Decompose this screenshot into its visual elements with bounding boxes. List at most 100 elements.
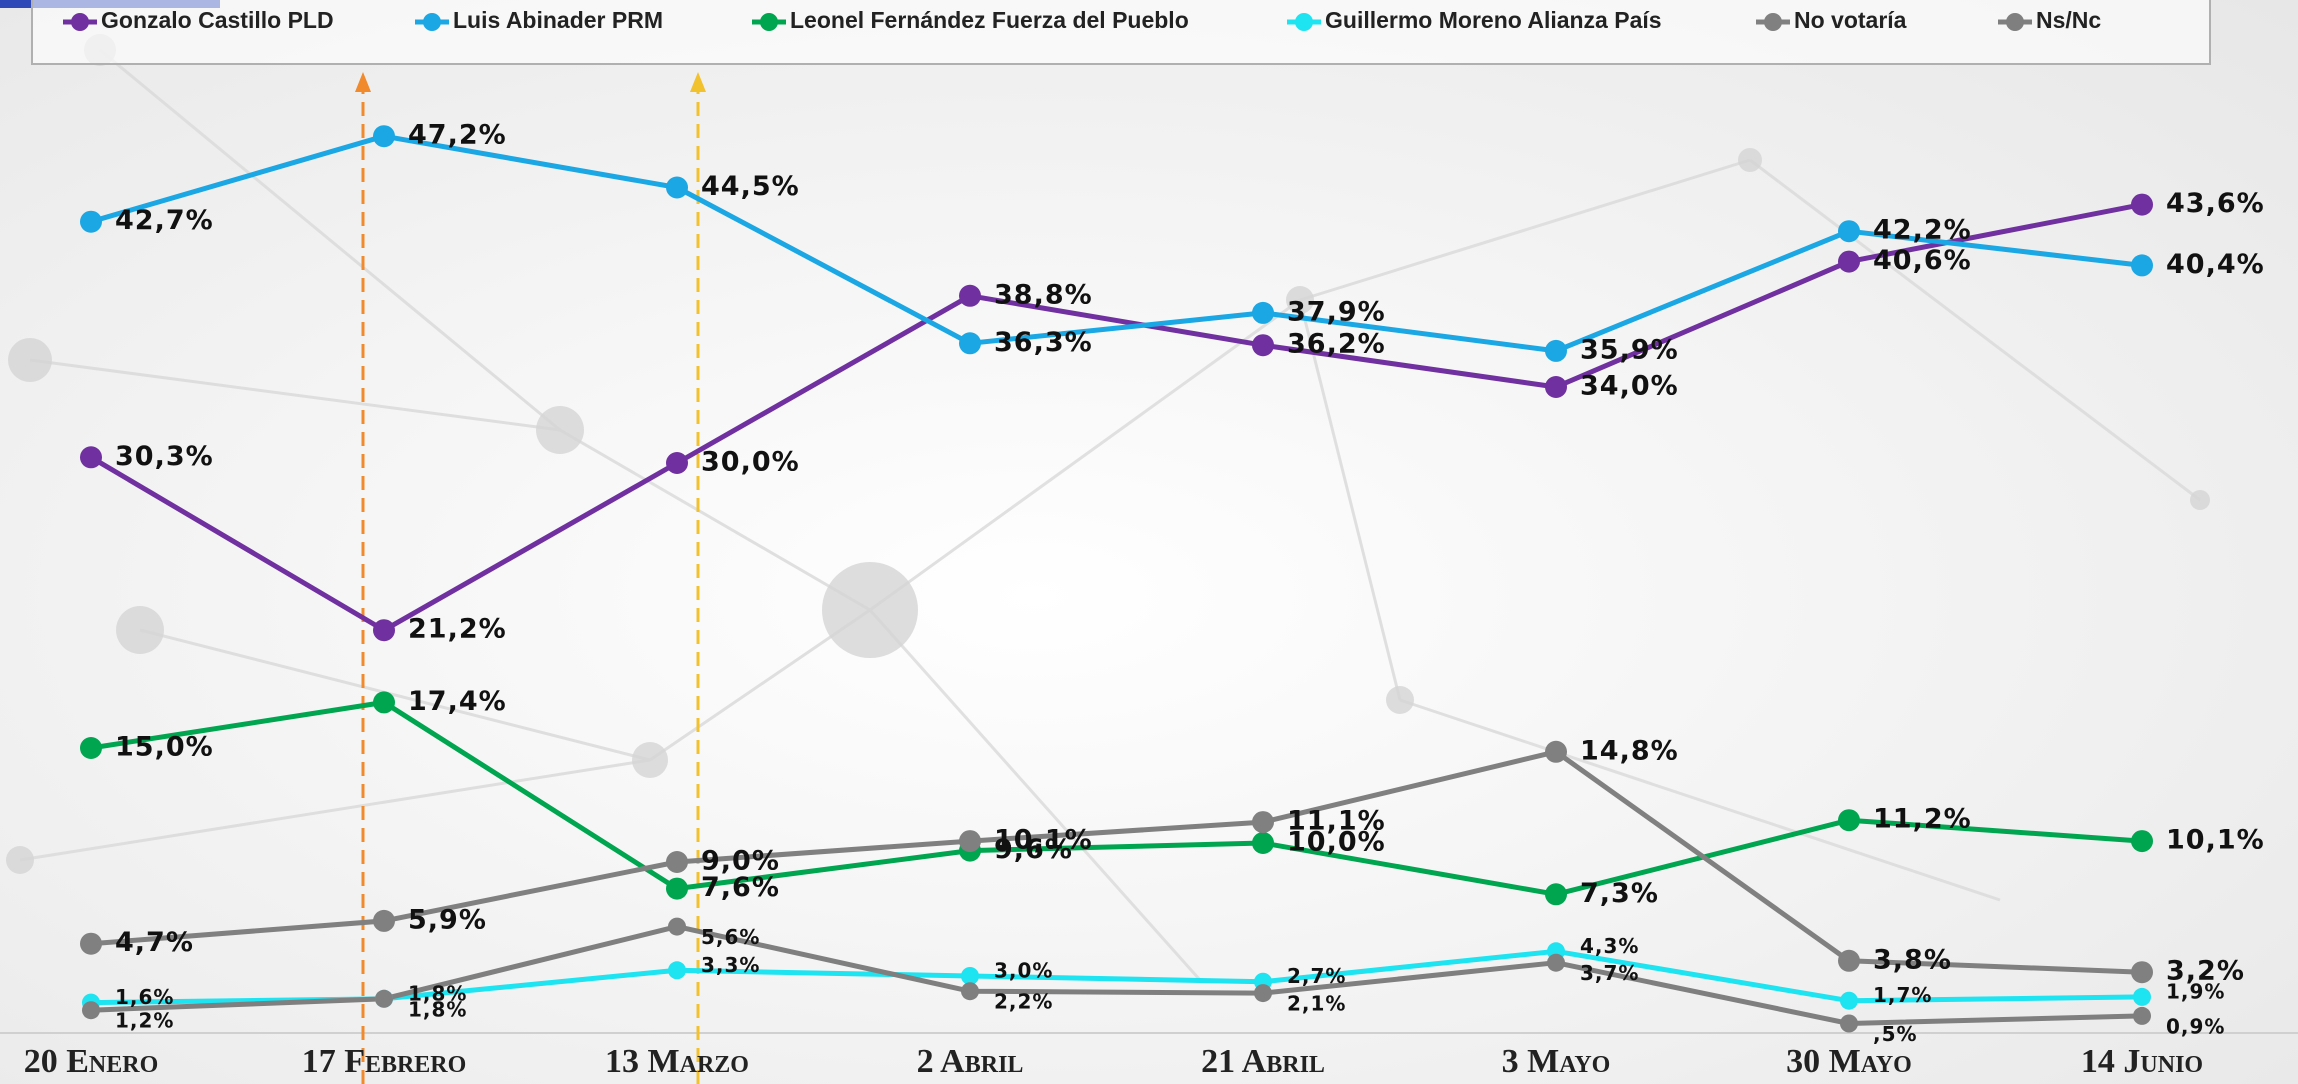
data-label: 15,0% xyxy=(115,732,214,763)
point xyxy=(375,990,393,1008)
point xyxy=(2133,1007,2151,1025)
legend-marker xyxy=(2006,13,2024,31)
point xyxy=(959,285,981,307)
data-label: 35,9% xyxy=(1580,334,1679,365)
data-label: 2,2% xyxy=(994,990,1053,1014)
point xyxy=(82,1001,100,1019)
data-label: 40,6% xyxy=(1873,245,1972,276)
data-label: 11,1% xyxy=(1287,806,1386,837)
legend-label: Guillermo Moreno Alianza País xyxy=(1325,7,1662,33)
data-label: 1,6% xyxy=(115,985,174,1009)
legend-label: Ns/Nc xyxy=(2036,7,2101,33)
point xyxy=(1840,992,1858,1010)
data-label: 2,7% xyxy=(1287,964,1346,988)
point xyxy=(373,125,395,147)
x-tick-label: 14 Junio xyxy=(2081,1043,2203,1080)
point xyxy=(2131,254,2153,276)
data-label: 38,8% xyxy=(994,279,1093,310)
chart: Gonzalo Castillo PLD Luis Abinader PRM Leo… xyxy=(0,0,2298,1084)
point xyxy=(2131,830,2153,852)
legend-marker xyxy=(1295,13,1313,31)
data-label: 30,3% xyxy=(115,441,214,472)
data-label: 14,8% xyxy=(1580,735,1679,766)
point xyxy=(80,211,102,233)
point xyxy=(2131,961,2153,983)
x-tick-label: 21 Abril xyxy=(1201,1043,1325,1080)
legend-marker xyxy=(1764,13,1782,31)
point xyxy=(959,830,981,852)
legend-marker xyxy=(423,13,441,31)
data-label: 0,9% xyxy=(2166,1014,2225,1038)
point xyxy=(1252,302,1274,324)
data-label: 3,3% xyxy=(701,953,760,977)
x-tick-label: 30 Mayo xyxy=(1786,1043,1912,1080)
data-label: 36,2% xyxy=(1287,329,1386,360)
point xyxy=(1840,1015,1858,1033)
point xyxy=(1252,334,1274,356)
point xyxy=(1547,954,1565,972)
data-label: 43,6% xyxy=(2166,188,2265,219)
data-label: 42,2% xyxy=(1873,215,1972,246)
x-tick-label: 13 Marzo xyxy=(605,1043,749,1080)
data-label: 34,0% xyxy=(1580,371,1679,402)
data-label: 10,1% xyxy=(2166,825,2265,856)
x-tick-label: 20 Enero xyxy=(24,1043,159,1080)
data-label: 30,0% xyxy=(701,447,800,478)
data-label: 3,7% xyxy=(1580,961,1639,985)
data-label: 17,4% xyxy=(408,686,507,717)
point xyxy=(668,918,686,936)
legend-label: No votaría xyxy=(1794,7,1907,33)
point xyxy=(666,851,688,873)
data-label: 40,4% xyxy=(2166,249,2265,280)
point xyxy=(1252,811,1274,833)
x-tick-label: 2 Abril xyxy=(917,1043,1024,1080)
point xyxy=(1838,950,1860,972)
data-label: 42,7% xyxy=(115,205,214,236)
point xyxy=(666,878,688,900)
point xyxy=(1545,741,1567,763)
data-label: 10,1% xyxy=(994,825,1093,856)
data-label: 11,2% xyxy=(1873,804,1972,835)
point xyxy=(666,177,688,199)
point xyxy=(668,961,686,979)
data-label: 5,9% xyxy=(408,904,487,935)
data-label: 3,2% xyxy=(2166,956,2245,987)
data-label: ,5% xyxy=(1873,1022,1918,1046)
data-label: 9,0% xyxy=(701,846,780,877)
point xyxy=(959,332,981,354)
data-label: 47,2% xyxy=(408,120,507,151)
legend-label: Leonel Fernández Fuerza del Pueblo xyxy=(790,7,1189,33)
data-label: 37,9% xyxy=(1287,296,1386,327)
data-label: 3,0% xyxy=(994,959,1053,983)
point xyxy=(2133,988,2151,1006)
data-label: 4,7% xyxy=(115,927,194,958)
legend-marker xyxy=(71,13,89,31)
legend-label: Gonzalo Castillo PLD xyxy=(101,7,334,33)
point xyxy=(1838,220,1860,242)
point xyxy=(1838,251,1860,273)
point xyxy=(666,452,688,474)
point xyxy=(961,982,979,1000)
point xyxy=(1252,832,1274,854)
x-tick-label: 17 Febrero xyxy=(302,1043,467,1080)
point xyxy=(80,446,102,468)
point xyxy=(1545,376,1567,398)
point xyxy=(373,910,395,932)
data-label: 44,5% xyxy=(701,171,800,202)
legend-label: Luis Abinader PRM xyxy=(453,7,663,33)
point xyxy=(1545,883,1567,905)
data-label: 3,8% xyxy=(1873,944,1952,975)
point xyxy=(1838,809,1860,831)
point xyxy=(373,619,395,641)
data-label: 1,8% xyxy=(408,997,467,1021)
point xyxy=(2131,194,2153,216)
point xyxy=(80,933,102,955)
legend-marker xyxy=(760,13,778,31)
data-label: 5,6% xyxy=(701,925,760,949)
data-label: 36,3% xyxy=(994,327,1093,358)
data-label: 21,2% xyxy=(408,614,507,645)
point xyxy=(80,737,102,759)
point xyxy=(373,691,395,713)
data-label: 4,3% xyxy=(1580,934,1639,958)
point xyxy=(1254,984,1272,1002)
